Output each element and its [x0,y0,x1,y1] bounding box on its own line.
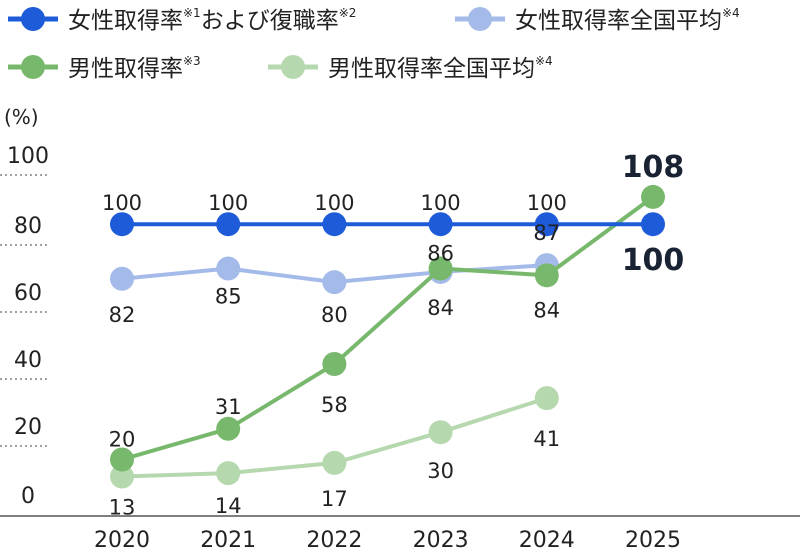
data-label-male-national-2023: 30 [427,459,454,483]
legend-marker-male-rate [21,55,45,79]
data-label-female-national-2022: 80 [321,303,348,327]
point-female-rate-2020 [110,212,134,237]
point-male-national-2021 [216,461,241,486]
legend-note-male-national: ※4 [535,54,553,68]
data-label-female-rate-2022: 100 [314,191,354,215]
point-male-rate-2021 [216,416,241,441]
data-labels: 100 100 100 100 100 100 82 85 80 84 87 20 31 58 86 84 10… [102,150,684,520]
data-label-male-national-2021: 14 [215,494,242,518]
data-label-female-national-2024: 87 [533,221,560,245]
series-layer [110,184,665,489]
x-tick-label-2023: 2023 [413,528,469,553]
legend-marker-male-national [281,55,305,79]
legend-item-female-rate: 女性取得率※1および復職率※2 [8,6,356,34]
data-label-male-rate-2021: 31 [215,395,242,419]
point-male-rate-2020 [110,447,134,472]
svg-text:女性取得率※1および復職率※2: 女性取得率※1および復職率※2 [68,6,356,34]
x-tick-label-2025: 2025 [625,528,681,553]
point-female-national-2020 [110,266,134,291]
point-male-rate-2024 [534,263,559,288]
data-label-male-rate-2023: 86 [427,242,454,266]
legend-note-male-rate: ※3 [183,54,201,68]
data-label-female-rate-2020: 100 [102,191,142,215]
point-male-national-2024 [534,386,559,411]
x-tick-label-2020: 2020 [94,528,150,553]
point-female-rate-2025 [641,212,665,237]
data-label-female-rate-2021: 100 [208,191,248,215]
data-label-male-national-2024: 41 [533,427,560,451]
point-male-national-2022 [322,450,347,475]
legend: 女性取得率※1および復職率※2 女性取得率全国平均※4 男性取得率※3 男性取得… [8,6,740,82]
y-tick-label-100: 100 [7,144,49,169]
point-female-rate-2022 [322,212,347,237]
data-label-male-rate-2022: 58 [321,393,348,417]
legend-item-male-rate: 男性取得率※3 [8,54,201,82]
point-male-national-2020 [110,464,134,489]
point-male-rate-2022 [322,352,347,377]
legend-suffix-female-rate: および復職率 [201,8,339,34]
svg-text:男性取得率全国平均※4: 男性取得率全国平均※4 [328,54,553,82]
legend-item-female-national: 女性取得率全国平均※4 [455,6,740,34]
y-tick-label-80: 80 [14,214,42,239]
svg-text:男性取得率※3: 男性取得率※3 [68,54,201,82]
legend-label-female-national: 女性取得率全国平均 [515,8,722,34]
data-label-male-rate-2020: 20 [109,427,136,451]
legend-marker-female-rate [21,7,45,31]
data-label-female-national-2021: 85 [215,285,242,309]
point-male-national-2023 [428,420,453,445]
point-female-rate-2023 [428,212,453,237]
data-label-female-national-2023: 84 [427,296,454,320]
data-label-female-rate-2024: 100 [527,191,567,215]
legend-label-female-rate: 女性取得率 [68,8,183,34]
legend-note-female-national: ※4 [722,6,740,20]
point-male-rate-2025 [641,184,665,209]
x-tick-label-2024: 2024 [519,528,575,553]
legend-label-male-rate: 男性取得率 [68,56,183,82]
y-axis-unit-label: (%) [4,105,39,129]
point-male-rate-2023 [428,256,453,281]
x-tick-label-2021: 2021 [200,528,256,553]
gridlines [0,174,50,447]
x-tick-label-2022: 2022 [306,528,362,553]
legend-suffix-note-female-rate: ※2 [339,6,357,20]
legend-note-female-rate: ※1 [183,6,201,20]
data-label-female-rate-2025: 100 [622,243,685,278]
legend-item-male-national: 男性取得率全国平均※4 [268,54,553,82]
series-line-male-rate [121,195,655,462]
data-label-male-rate-2025: 108 [622,150,685,185]
y-axis-ticks: 0 20 40 60 80 100 [7,144,49,509]
data-label-female-national-2020: 82 [109,303,136,327]
legend-label-male-national: 男性取得率全国平均 [328,56,535,82]
y-tick-label-40: 40 [14,348,42,373]
data-label-male-national-2022: 17 [321,487,348,511]
point-female-national-2022 [322,270,347,295]
data-label-male-rate-2024: 84 [533,298,560,322]
y-tick-label-0: 0 [21,484,35,509]
y-tick-label-20: 20 [14,415,42,440]
svg-text:女性取得率全国平均※4: 女性取得率全国平均※4 [515,6,740,34]
data-label-female-rate-2023: 100 [421,191,461,215]
point-female-rate-2021 [216,212,241,237]
point-female-rate-2024 [534,212,559,237]
legend-marker-female-national [468,7,492,31]
point-female-national-2021 [216,256,241,281]
x-axis-ticks: 2020 2021 2022 2023 2024 2025 [94,528,681,553]
y-tick-label-60: 60 [14,281,42,306]
data-label-male-national-2020: 13 [109,496,136,520]
